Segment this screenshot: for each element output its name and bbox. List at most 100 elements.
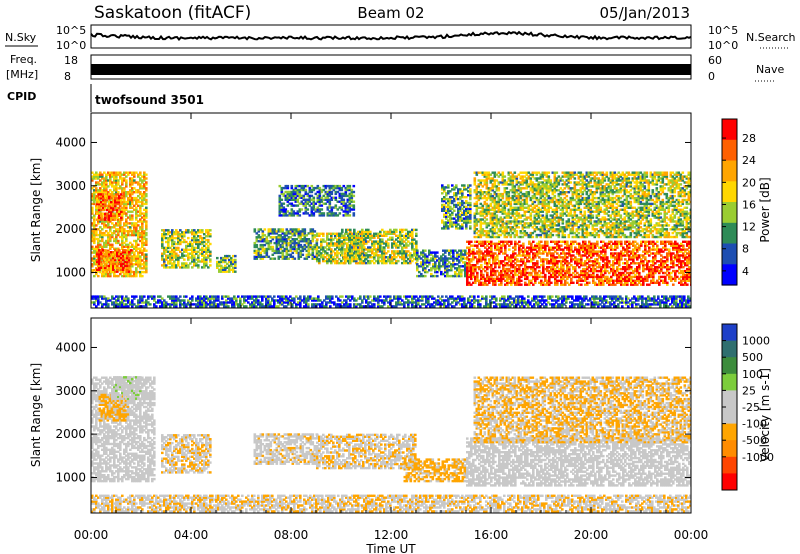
time-tick-label: 00:00 — [74, 528, 109, 542]
colorbar-segment — [722, 440, 737, 458]
station-title: Saskatoon (fitACF) — [94, 3, 251, 23]
power-region-1 — [96, 249, 133, 273]
power-region-6 — [278, 184, 356, 217]
freq-tick-top: 18 — [64, 54, 78, 67]
cpid-value: twofsound 3501 — [95, 93, 204, 107]
noise-panel: N.Sky 10^5 10^0 10^5 10^0 N.Search — [5, 24, 796, 52]
colorbar-tick-label: -100 — [742, 418, 767, 431]
noise-left-tick-bottom: 10^0 — [56, 39, 86, 52]
colorbar-tick-label: -500 — [742, 434, 767, 447]
noise-left-tick-top: 10^5 — [56, 24, 86, 37]
colorbar-tick-label: 28 — [742, 132, 756, 145]
velocity-colorbar-label: Velocity [m s-1] — [758, 368, 772, 462]
colorbar-tick-label: 500 — [742, 351, 763, 364]
cpid-label: CPID — [7, 90, 36, 103]
colorbar-segment — [722, 202, 737, 224]
power-region-5 — [253, 228, 319, 260]
frequency-bar — [91, 64, 691, 75]
power-region-8 — [341, 228, 418, 265]
colorbar-segment — [722, 373, 737, 391]
time-tick-label: 20:00 — [574, 528, 609, 542]
colorbar-tick-label: 16 — [742, 198, 756, 211]
colorbar-segment — [722, 139, 737, 162]
velocity-region-3 — [161, 434, 212, 474]
frequency-panel: Freq. [MHz] 18 8 60 0 Nave — [6, 53, 784, 83]
colorbar-tick-label: -1000 — [742, 451, 774, 464]
colorbar-segment — [722, 264, 737, 286]
colorbar-segment — [722, 160, 737, 182]
noise-right-label: N.Search — [746, 31, 796, 44]
colorbar-segment — [722, 357, 737, 375]
noise-trace — [90, 30, 692, 42]
velocity-region-2 — [111, 376, 142, 400]
nave-tick-top: 60 — [708, 54, 722, 67]
time-tick-label: 16:00 — [474, 528, 509, 542]
beam-label: Beam 02 — [357, 4, 424, 22]
noise-left-label: N.Sky — [5, 31, 37, 44]
colorbar-segment — [722, 222, 737, 245]
colorbar-segment — [722, 243, 737, 265]
power-region-3 — [161, 229, 212, 269]
range-tick-label: 2000 — [55, 222, 86, 236]
colorbar-tick-label: 24 — [742, 154, 756, 167]
power-region-11 — [466, 240, 691, 286]
noise-right-tick-bottom: 10^0 — [708, 39, 738, 52]
colorbar-segment — [722, 340, 737, 358]
time-tick-label: 12:00 — [374, 528, 409, 542]
time-tick-label: 08:00 — [274, 528, 309, 542]
velocity-region-8 — [473, 376, 691, 444]
colorbar-tick-label: 25 — [742, 384, 756, 397]
colorbar-tick-label: 12 — [742, 221, 756, 234]
colorbar-tick-label: 1000 — [742, 335, 770, 348]
freq-label-1: Freq. — [10, 53, 37, 66]
time-axis-label: Time UT — [365, 542, 416, 554]
range-tick-label: 2000 — [55, 427, 86, 441]
velocity-region-9 — [91, 494, 691, 513]
power-region-4 — [216, 254, 237, 273]
time-tick-label: 04:00 — [174, 528, 209, 542]
colorbar-segment — [722, 423, 737, 441]
colorbar-tick-label: 8 — [742, 243, 749, 256]
range-tick-label: 3000 — [55, 384, 86, 398]
power-region-10 — [441, 184, 472, 230]
nave-tick-bottom: 0 — [708, 70, 715, 83]
velocity-region-4 — [253, 433, 319, 465]
power-colorbar-label: Power [dB] — [758, 177, 772, 242]
range-tick-label: 3000 — [55, 179, 86, 193]
range-tick-label: 1000 — [55, 265, 86, 279]
date-label: 05/Jan/2013 — [600, 4, 691, 22]
range-tick-label: 4000 — [55, 135, 86, 149]
velocity-region-1 — [98, 393, 130, 422]
velocity-region-6 — [403, 458, 469, 483]
colorbar-segment — [722, 119, 737, 141]
power-panel — [90, 112, 692, 309]
colorbar-segment — [722, 407, 737, 425]
velocity-region-7 — [466, 437, 691, 487]
colorbar-segment — [722, 181, 737, 203]
freq-label-2: [MHz] — [6, 68, 38, 81]
range-tick-label: 1000 — [55, 470, 86, 484]
noise-right-tick-top: 10^5 — [708, 24, 738, 37]
colorbar-tick-label: 4 — [742, 265, 749, 278]
colorbar-tick-label: -25 — [742, 401, 760, 414]
range-tick-label: 4000 — [55, 340, 86, 354]
velocity-region-5 — [316, 433, 417, 470]
freq-tick-bottom: 8 — [64, 70, 71, 83]
colorbar-tick-label: 20 — [742, 176, 756, 189]
power-region-13 — [91, 295, 691, 308]
power-region-9 — [416, 249, 467, 278]
time-tick-label: 00:00 — [674, 528, 709, 542]
power-colorbar: 28 24 20 16 12 8 4 — [721, 118, 756, 286]
colorbar-segment — [722, 390, 737, 408]
nave-label: Nave — [756, 63, 784, 76]
colorbar-segment — [722, 456, 737, 474]
velocity-panel — [90, 317, 692, 514]
velocity-ylabel: Slant Range [km] — [29, 363, 43, 467]
power-region-12 — [473, 171, 691, 239]
power-ylabel: Slant Range [km] — [29, 158, 43, 262]
power-region-2 — [96, 193, 123, 221]
colorbar-segment — [722, 473, 737, 491]
colorbar-tick-label: 100 — [742, 368, 763, 381]
colorbar-segment — [722, 324, 737, 342]
